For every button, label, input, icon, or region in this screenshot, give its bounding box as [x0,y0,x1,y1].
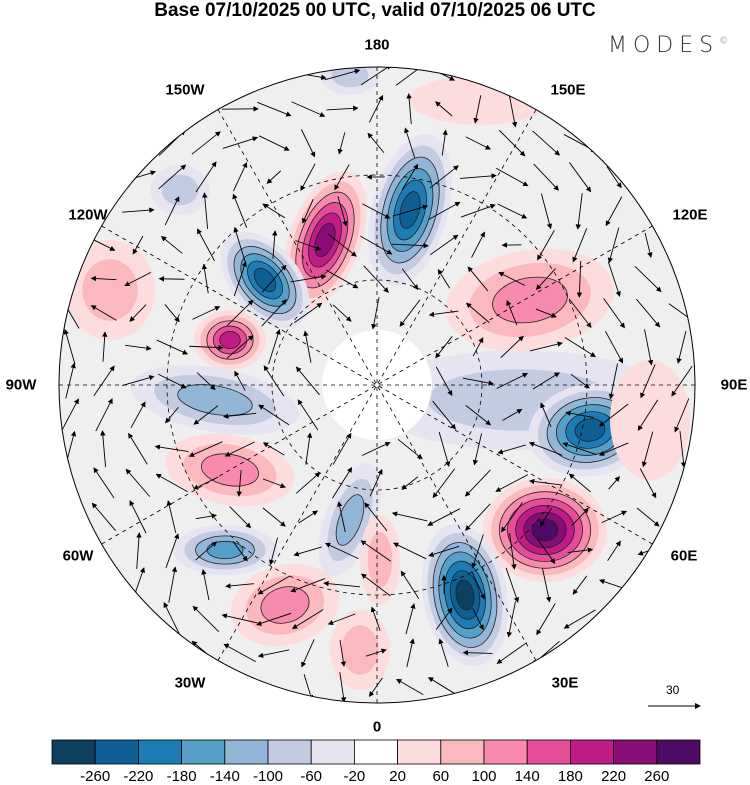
colorbar-swatch [311,740,354,764]
colorbar-swatch [570,740,613,764]
colorbar-swatch [225,740,268,764]
anomaly-contour [162,175,199,206]
reference-vector-label: 30 [666,683,679,697]
lon-label-150e: 150E [550,82,585,99]
lon-label-120e: 120E [672,207,707,224]
wind-arrow [160,279,185,280]
lon-label-30e: 30E [552,675,579,692]
colorbar-swatch [527,740,570,764]
colorbar-swatch [182,740,225,764]
colorbar-tick-label: 20 [389,768,406,785]
lon-label-90e: 90E [721,377,748,394]
colorbar-tick-label: -100 [253,768,283,785]
lon-label-30w: 30W [175,675,206,692]
colorbar-swatch [354,740,397,764]
colorbar-swatch [441,740,484,764]
anomaly-contour [532,519,558,541]
colorbar-tick-label: 140 [515,768,540,785]
lon-label-0: 0 [373,719,381,736]
colorbar-tick-label: 100 [471,768,496,785]
lon-label-60w: 60W [63,548,94,565]
colorbar-tick-label: -260 [80,768,110,785]
colorbar [52,740,700,764]
colorbar-swatch [614,740,657,764]
lon-label-90w: 90W [6,377,37,394]
anomaly-contour [82,259,137,321]
lon-label-180: 180 [364,37,389,54]
lon-label-60e: 60E [671,548,698,565]
colorbar-tick-label: 260 [644,768,669,785]
colorbar-tick-label: -180 [167,768,197,785]
graticule [53,61,702,710]
lon-label-150w: 150W [165,82,204,99]
colorbar-tick-label: -20 [344,768,366,785]
colorbar-tick-label: 60 [432,768,449,785]
colorbar-swatch [95,740,138,764]
colorbar-tick-label: -140 [210,768,240,785]
lon-label-120w: 120W [68,207,107,224]
colorbar-tick-label: -220 [123,768,153,785]
colorbar-tick-label: 220 [601,768,626,785]
colorbar-tick-label: -60 [300,768,322,785]
colorbar-swatch [657,740,700,764]
colorbar-swatch [138,740,181,764]
colorbar-swatch [484,740,527,764]
anomaly-contour [207,541,243,558]
colorbar-tick-label: 180 [558,768,583,785]
colorbar-swatch [268,740,311,764]
anomaly-contour [220,331,241,348]
colorbar-swatch [398,740,441,764]
anomaly-contour [342,625,379,674]
colorbar-swatch [52,740,95,764]
anomaly-contour [610,360,690,480]
